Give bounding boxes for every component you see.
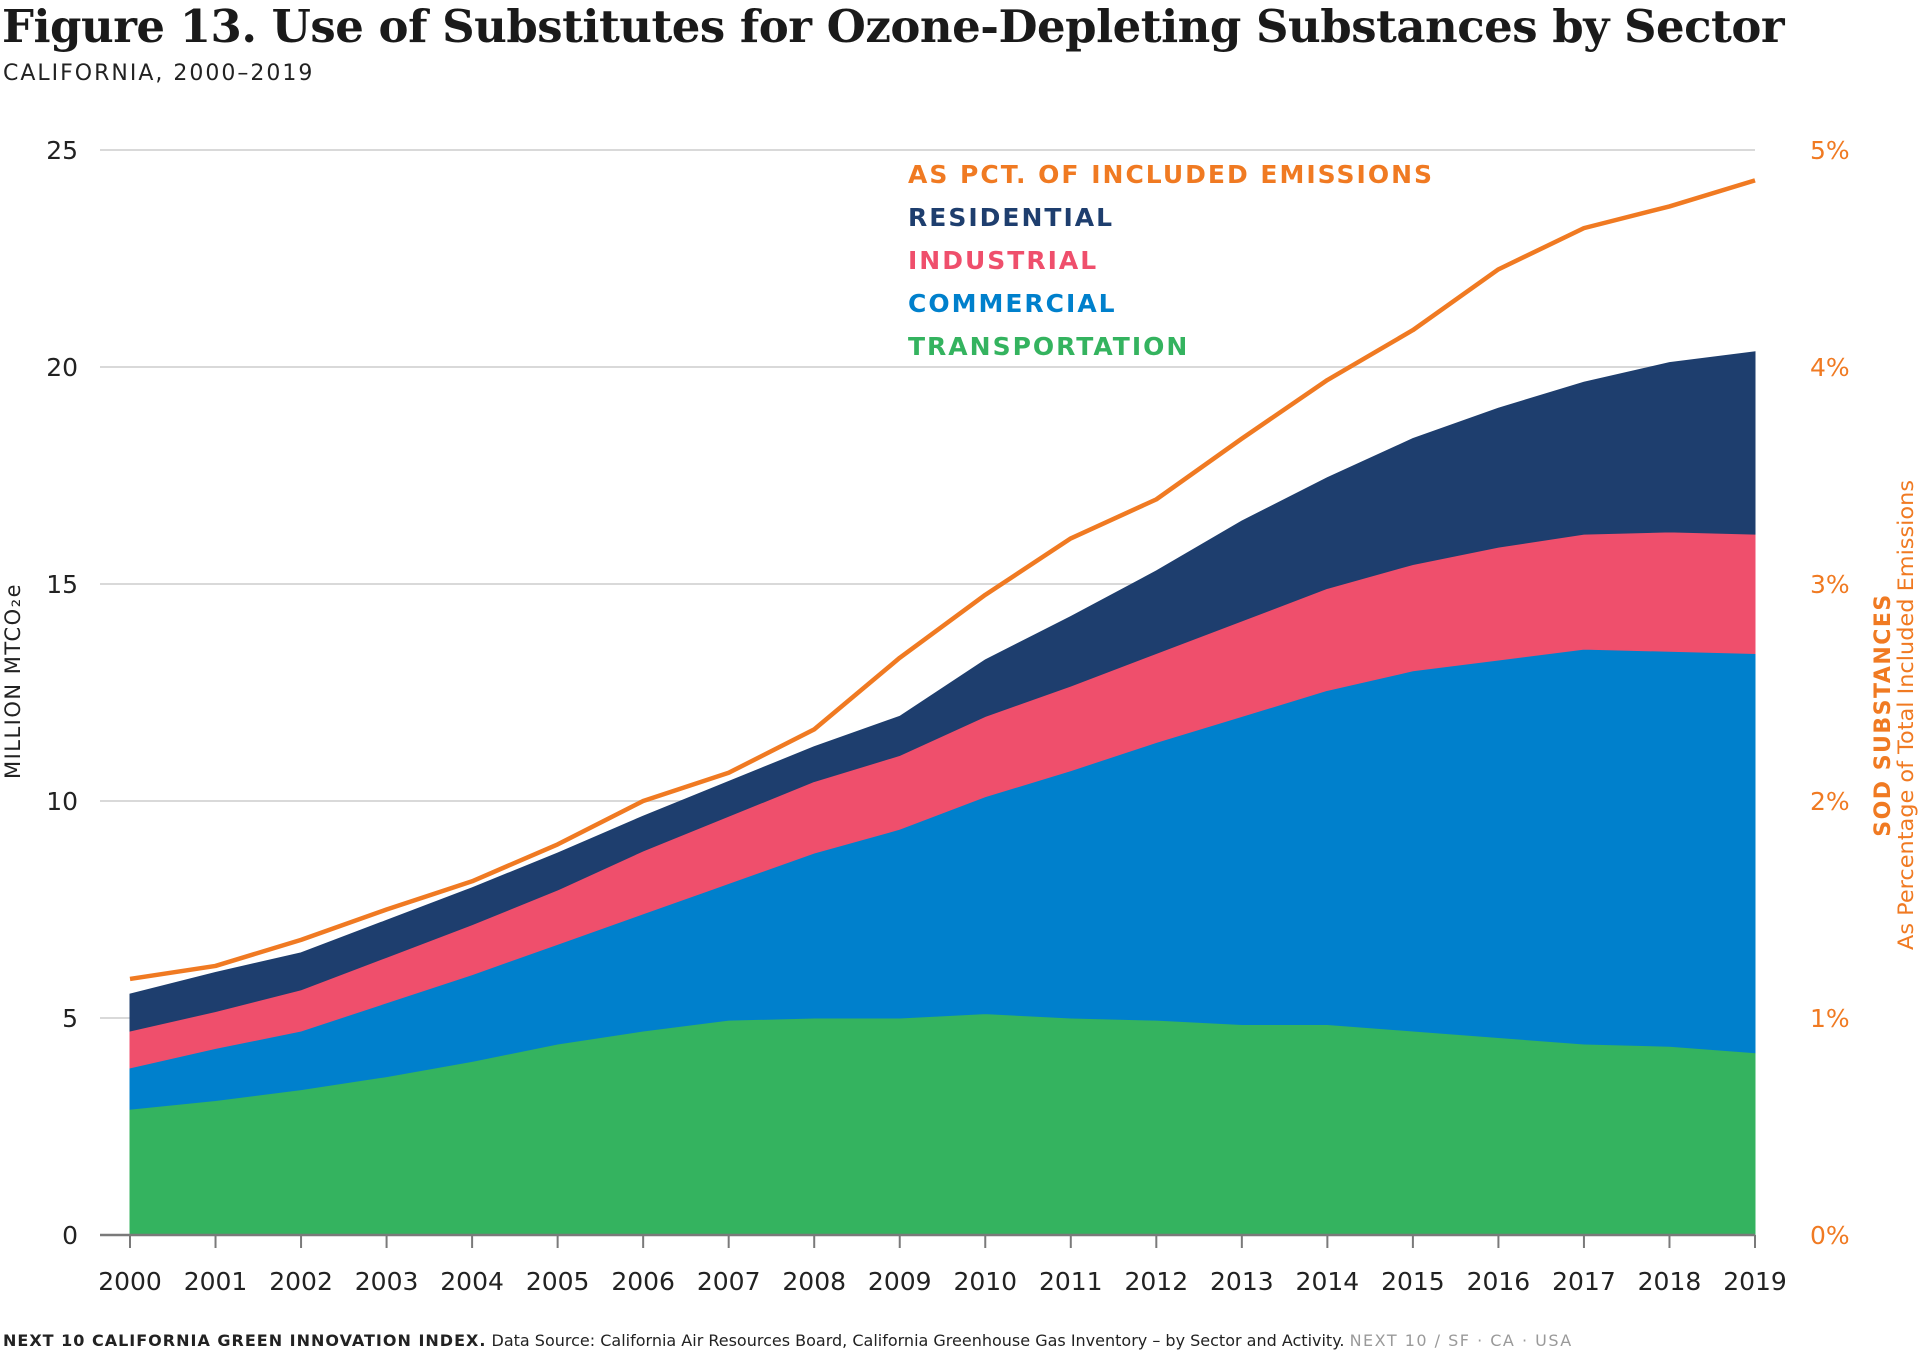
- line-layer: [129, 178, 1756, 982]
- footer-source: Data Source: California Air Resources Bo…: [491, 1331, 1345, 1350]
- y-left-tick-label: 15: [46, 570, 78, 599]
- legend-item: AS PCT. OF INCLUDED EMISSIONS: [908, 160, 1434, 189]
- legend-layer: AS PCT. OF INCLUDED EMISSIONS RESIDENTIAL…: [908, 160, 1434, 361]
- legend-item: RESIDENTIAL: [908, 203, 1114, 232]
- y-left-tick-label: 5: [62, 1004, 78, 1033]
- x-tick-label: 2016: [1467, 1267, 1531, 1296]
- y-left-tick-label: 25: [46, 136, 78, 165]
- x-tick-label: 2015: [1381, 1267, 1445, 1296]
- y-right-axis-subtitle: As Percentage of Total Included Emission…: [1894, 480, 1918, 950]
- legend-item: TRANSPORTATION: [908, 332, 1189, 361]
- x-tick-label: 2001: [184, 1267, 248, 1296]
- y-left-tick-label: 10: [46, 787, 78, 816]
- x-tick-label: 2002: [269, 1267, 333, 1296]
- x-tick-label: 2013: [1210, 1267, 1274, 1296]
- x-tick-label: 2008: [782, 1267, 846, 1296]
- y-right-tick-label: 0%: [1810, 1221, 1850, 1250]
- y-right-tick-label: 1%: [1810, 1004, 1850, 1033]
- x-tick-label: 2014: [1296, 1267, 1360, 1296]
- y-left-axis-title: MILLION MTCO₂e: [1, 583, 25, 779]
- y-left-tick-label: 20: [46, 353, 78, 382]
- y-right-tick-label: 3%: [1810, 570, 1850, 599]
- x-tick-label: 2010: [953, 1267, 1017, 1296]
- area-residential: [129, 351, 1756, 1032]
- y-left-tick-label: 0: [62, 1221, 78, 1250]
- axis-layer: 0 0% 5 1% 10 2% 15 3% 20 4% 25 5% 2000 2001 2002 2003 20…: [1, 136, 1918, 1296]
- y-right-tick-label: 2%: [1810, 787, 1850, 816]
- x-tick-label: 2012: [1125, 1267, 1189, 1296]
- y-right-axis-title: SOD SUBSTANCES: [1871, 593, 1896, 837]
- x-tick-label: 2004: [440, 1267, 504, 1296]
- x-tick-label: 2011: [1039, 1267, 1103, 1296]
- x-tick-label: 2003: [355, 1267, 419, 1296]
- y-right-tick-label: 4%: [1810, 353, 1850, 382]
- x-tick-label: 2006: [611, 1267, 675, 1296]
- page-subtitle: CALIFORNIA, 2000–2019: [3, 61, 315, 86]
- footer: NEXT 10 CALIFORNIA GREEN INNOVATION INDE…: [3, 1331, 1573, 1350]
- page-title: Figure 13. Use of Substitutes for Ozone-…: [2, 0, 1785, 53]
- area-layer: [129, 351, 1756, 1236]
- x-tick-label: 2005: [526, 1267, 590, 1296]
- x-tick-label: 2019: [1723, 1267, 1787, 1296]
- x-tick-label: 2000: [98, 1267, 162, 1296]
- y-right-tick-label: 5%: [1810, 136, 1850, 165]
- pct-line: [129, 178, 1756, 982]
- x-tick-label: 2007: [697, 1267, 761, 1296]
- x-tick-label: 2018: [1638, 1267, 1702, 1296]
- x-tick-label: 2009: [868, 1267, 932, 1296]
- legend-item: COMMERCIAL: [908, 289, 1117, 318]
- x-tick-label: 2017: [1552, 1267, 1616, 1296]
- footer-brand: NEXT 10 CALIFORNIA GREEN INNOVATION INDE…: [3, 1331, 487, 1350]
- footer-credit: NEXT 10 / SF · CA · USA: [1349, 1331, 1573, 1350]
- legend-item: INDUSTRIAL: [908, 246, 1098, 275]
